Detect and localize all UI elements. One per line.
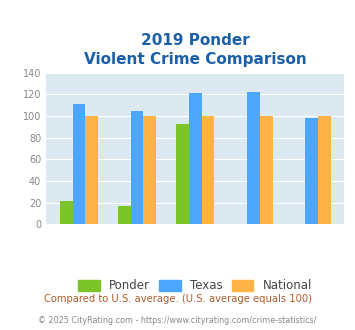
Title: 2019 Ponder
Violent Crime Comparison: 2019 Ponder Violent Crime Comparison — [84, 33, 307, 67]
Bar — [318, 116, 331, 224]
Bar — [72, 104, 85, 224]
Bar — [202, 116, 214, 224]
Bar — [131, 111, 143, 224]
Bar — [60, 201, 72, 224]
Bar — [305, 118, 318, 224]
Bar — [247, 92, 260, 224]
Bar — [85, 116, 98, 224]
Legend: Ponder, Texas, National: Ponder, Texas, National — [75, 276, 316, 296]
Text: Compared to U.S. average. (U.S. average equals 100): Compared to U.S. average. (U.S. average … — [44, 294, 311, 304]
Text: © 2025 CityRating.com - https://www.cityrating.com/crime-statistics/: © 2025 CityRating.com - https://www.city… — [38, 316, 317, 325]
Bar — [118, 206, 131, 224]
Bar — [176, 123, 189, 224]
Bar — [260, 116, 273, 224]
Bar — [189, 93, 202, 224]
Bar — [143, 116, 156, 224]
